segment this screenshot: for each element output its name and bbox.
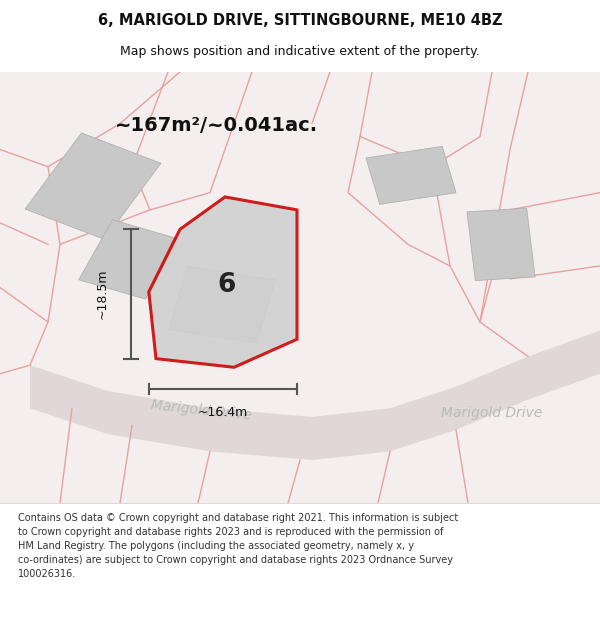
Polygon shape <box>25 133 161 239</box>
Text: ~167m²/~0.041ac.: ~167m²/~0.041ac. <box>115 116 317 135</box>
Polygon shape <box>149 197 297 368</box>
Text: 6, MARIGOLD DRIVE, SITTINGBOURNE, ME10 4BZ: 6, MARIGOLD DRIVE, SITTINGBOURNE, ME10 4… <box>98 12 502 28</box>
Text: Contains OS data © Crown copyright and database right 2021. This information is : Contains OS data © Crown copyright and d… <box>18 513 458 579</box>
Text: Marigold Drive: Marigold Drive <box>150 398 252 422</box>
Polygon shape <box>169 266 275 343</box>
Polygon shape <box>30 331 600 460</box>
Text: 6: 6 <box>218 272 236 298</box>
Text: ~18.5m: ~18.5m <box>95 269 109 319</box>
Text: Marigold Drive: Marigold Drive <box>442 406 542 419</box>
Polygon shape <box>79 220 179 299</box>
Polygon shape <box>366 146 456 204</box>
Text: ~16.4m: ~16.4m <box>198 406 248 419</box>
Text: Map shows position and indicative extent of the property.: Map shows position and indicative extent… <box>120 45 480 58</box>
Polygon shape <box>467 208 535 281</box>
